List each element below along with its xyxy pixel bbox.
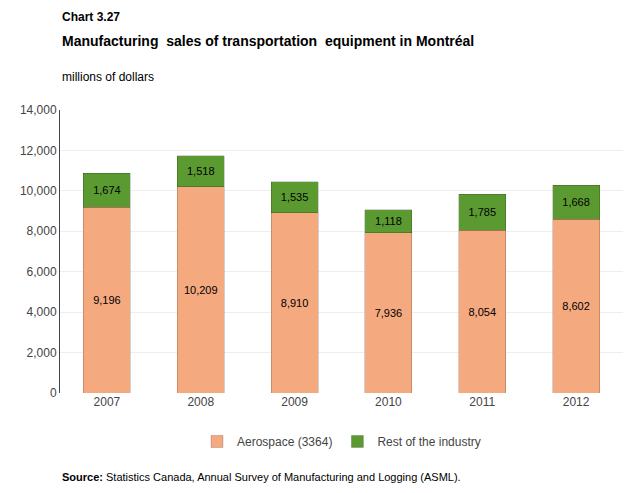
svg-text:millions of dollars: millions of dollars bbox=[62, 70, 154, 84]
svg-text:1,535: 1,535 bbox=[281, 191, 309, 203]
svg-text:2010: 2010 bbox=[375, 395, 402, 409]
svg-text:7,936: 7,936 bbox=[375, 307, 403, 319]
svg-text:2007: 2007 bbox=[94, 395, 121, 409]
svg-text:0: 0 bbox=[50, 386, 57, 400]
svg-text:2011: 2011 bbox=[469, 395, 495, 409]
svg-text:Aerospace (3364): Aerospace (3364) bbox=[237, 435, 332, 449]
svg-text:8,602: 8,602 bbox=[562, 300, 590, 312]
svg-text:1,118: 1,118 bbox=[375, 215, 402, 227]
svg-text:Source: Statistics Canada, Ann: Source: Statistics Canada, Annual Survey… bbox=[62, 471, 461, 483]
svg-text:1,674: 1,674 bbox=[93, 184, 121, 196]
svg-text:1,785: 1,785 bbox=[468, 206, 496, 218]
svg-text:8,000: 8,000 bbox=[27, 224, 57, 238]
svg-text:12,000: 12,000 bbox=[20, 144, 57, 158]
svg-text:4,000: 4,000 bbox=[27, 305, 57, 319]
svg-text:2,000: 2,000 bbox=[27, 346, 57, 360]
svg-text:2012: 2012 bbox=[563, 395, 590, 409]
svg-text:Rest of the industry: Rest of the industry bbox=[377, 435, 480, 449]
svg-text:9,196: 9,196 bbox=[93, 294, 121, 306]
svg-text:2008: 2008 bbox=[187, 395, 214, 409]
svg-text:1,668: 1,668 bbox=[562, 196, 590, 208]
svg-text:10,209: 10,209 bbox=[184, 284, 218, 296]
svg-text:1,518: 1,518 bbox=[187, 165, 215, 177]
svg-text:8,910: 8,910 bbox=[281, 297, 309, 309]
svg-text:14,000: 14,000 bbox=[20, 103, 57, 117]
svg-text:Chart 3.27: Chart 3.27 bbox=[62, 10, 120, 24]
svg-text:2009: 2009 bbox=[281, 395, 308, 409]
svg-text:6,000: 6,000 bbox=[27, 265, 57, 279]
svg-text:8,054: 8,054 bbox=[468, 306, 496, 318]
svg-text:10,000: 10,000 bbox=[20, 184, 57, 198]
svg-text:Manufacturing sales of transp: Manufacturing sales of transportation eq… bbox=[62, 33, 474, 49]
